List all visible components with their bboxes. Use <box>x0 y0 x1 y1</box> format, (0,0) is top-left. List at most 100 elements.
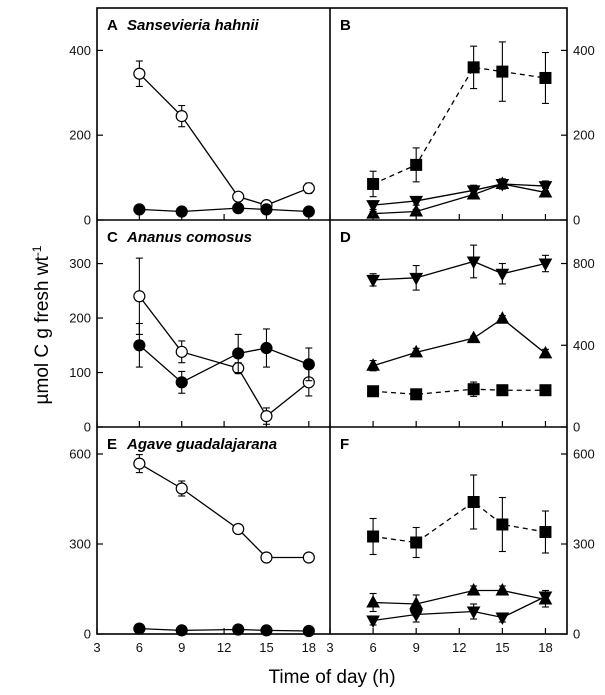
y-tick-label: 0 <box>573 627 580 642</box>
x-tick-label: 3 <box>93 640 100 655</box>
y-tick-label: 800 <box>573 256 595 271</box>
panels: 0 200 400 A Sansevieria hahnii 0 200 400 B 0 100 20… <box>69 7 595 655</box>
data-point <box>175 345 188 358</box>
series-e-0 <box>133 454 315 564</box>
data-point <box>410 388 423 401</box>
data-point <box>495 612 510 626</box>
y-axis-title: µmol C g fresh wt-1 <box>30 245 53 404</box>
data-point <box>302 624 315 638</box>
y-tick-label: 400 <box>573 43 595 58</box>
x-tick-label: 12 <box>217 640 231 655</box>
y-tick-label: 200 <box>69 311 91 326</box>
data-point <box>366 615 380 629</box>
series-f-1 <box>366 582 553 614</box>
data-point <box>133 203 146 216</box>
data-point <box>175 110 188 123</box>
series-c-1 <box>133 322 315 394</box>
data-point <box>367 177 380 190</box>
data-point <box>466 330 481 344</box>
data-point <box>260 341 273 355</box>
series-d-0 <box>366 244 553 291</box>
series-line <box>372 317 546 367</box>
figure-frame <box>96 7 568 635</box>
data-point <box>409 344 424 358</box>
data-point <box>466 606 481 620</box>
data-point <box>409 609 424 623</box>
data-point <box>538 345 553 359</box>
data-point <box>539 71 552 84</box>
x-tick-label: 6 <box>136 640 143 655</box>
data-point <box>495 311 510 324</box>
data-point <box>302 551 315 564</box>
data-point <box>409 272 424 286</box>
data-point <box>539 526 552 538</box>
series-line <box>139 463 309 559</box>
x-tick-label: 9 <box>413 640 420 655</box>
series-b-1 <box>366 178 553 213</box>
y-tick-label: 200 <box>69 128 91 143</box>
panel-b: 0 200 400 B <box>329 17 595 228</box>
data-point <box>175 376 188 389</box>
data-point <box>467 496 480 508</box>
panel-label: F <box>340 436 349 453</box>
data-point <box>538 184 553 198</box>
data-point <box>409 195 424 209</box>
x-tick-label: 18 <box>538 640 552 655</box>
series-line <box>373 589 546 605</box>
panel-label: E <box>107 436 117 453</box>
x-tick-label: 15 <box>259 640 273 655</box>
series-b-0 <box>367 41 552 198</box>
data-point <box>175 482 188 495</box>
data-point <box>539 384 552 397</box>
data-point <box>410 158 423 171</box>
data-point <box>232 623 245 636</box>
data-point <box>366 274 380 288</box>
data-point <box>133 339 146 352</box>
data-point <box>302 205 315 218</box>
panel-label: A <box>107 17 118 34</box>
series-line <box>373 260 546 281</box>
data-point <box>302 182 315 195</box>
y-tick-label: 400 <box>69 43 91 58</box>
data-point <box>175 624 188 637</box>
series-line <box>372 66 546 185</box>
panel-label: D <box>340 229 351 246</box>
data-point <box>260 410 273 423</box>
data-point <box>366 358 380 371</box>
y-tick-label: 0 <box>573 420 580 435</box>
data-point <box>232 190 245 203</box>
x-tick-label: 6 <box>369 640 376 655</box>
panel-d: 0 400 800 D <box>329 229 595 435</box>
panel-title: Sansevieria hahnii <box>127 17 260 34</box>
data-point <box>232 347 245 360</box>
data-point <box>467 61 480 74</box>
x-tick-label: 3 <box>326 640 333 655</box>
panel-label: B <box>340 17 351 34</box>
x-axis-title: Time of day (h) <box>268 667 395 688</box>
series-line <box>373 595 546 622</box>
series-a-0 <box>133 60 315 212</box>
x-tick-label: 15 <box>495 640 509 655</box>
data-point <box>232 522 245 536</box>
x-tick-label: 18 <box>302 640 316 655</box>
panel-title: Agave guadalajarana <box>126 436 277 453</box>
data-point <box>232 202 245 215</box>
panel-label: C <box>107 229 118 246</box>
series-line <box>373 183 546 215</box>
y-tick-label: 100 <box>69 365 91 380</box>
series-line <box>138 73 310 206</box>
data-point <box>366 594 380 608</box>
data-point <box>496 518 509 531</box>
data-point <box>133 457 146 470</box>
data-point <box>496 384 509 397</box>
y-tick-label: 300 <box>573 537 595 552</box>
data-point <box>467 383 480 396</box>
y-tick-label: 0 <box>84 627 91 642</box>
data-point <box>495 176 510 189</box>
series-f-3 <box>366 589 553 629</box>
panel-a: 0 200 400 A Sansevieria hahnii <box>69 17 315 228</box>
series-d-1 <box>366 311 553 372</box>
data-point <box>466 187 481 200</box>
data-point <box>260 624 273 637</box>
